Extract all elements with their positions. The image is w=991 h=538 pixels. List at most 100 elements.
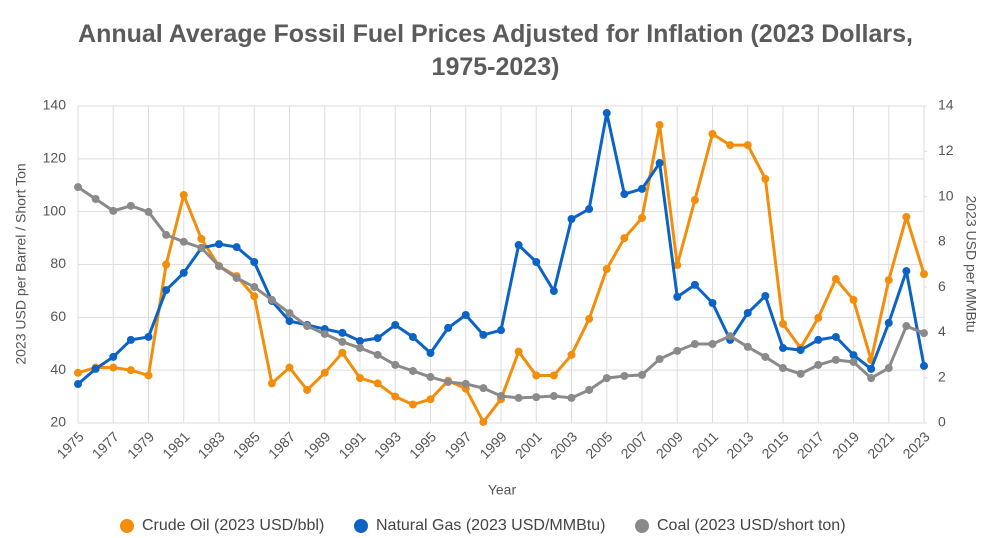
- data-point: [549, 371, 558, 380]
- data-point: [408, 400, 417, 409]
- data-point: [743, 141, 752, 150]
- data-point: [920, 361, 928, 370]
- data-point: [708, 130, 717, 139]
- data-point: [426, 395, 435, 404]
- x-tick-label: 2023: [899, 428, 932, 461]
- data-point: [144, 207, 153, 216]
- data-point: [602, 374, 611, 383]
- data-point: [497, 326, 505, 335]
- x-tick-label: 1977: [89, 428, 122, 461]
- y-tick-label: 140: [43, 97, 67, 113]
- data-point: [197, 243, 206, 252]
- x-tick-label: 1975: [53, 428, 86, 461]
- data-point: [602, 109, 611, 118]
- data-point: [884, 318, 893, 327]
- data-point: [391, 392, 400, 401]
- chart-title: Annual Average Fossil Fuel Prices Adjust…: [78, 20, 913, 81]
- data-point: [849, 357, 858, 366]
- legend-marker: [120, 519, 134, 533]
- data-point: [514, 347, 523, 356]
- data-point: [373, 334, 382, 343]
- data-point: [320, 368, 329, 377]
- data-point: [162, 230, 171, 239]
- data-point: [74, 183, 82, 192]
- data-point: [620, 371, 629, 380]
- data-point: [479, 417, 488, 426]
- data-point: [250, 282, 259, 291]
- data-point: [109, 206, 118, 215]
- data-point: [162, 286, 171, 295]
- data-point: [867, 364, 876, 373]
- data-point: [514, 393, 523, 402]
- data-point: [743, 342, 752, 351]
- x-tick-label: 1987: [265, 428, 298, 461]
- data-point: [620, 234, 629, 243]
- data-point: [391, 320, 400, 329]
- data-point: [902, 322, 911, 331]
- data-point: [549, 392, 558, 401]
- data-point: [761, 291, 770, 300]
- data-point: [849, 295, 858, 304]
- x-tick-label: 2001: [512, 428, 545, 461]
- data-point: [162, 260, 171, 269]
- data-point: [920, 270, 928, 279]
- data-point: [144, 371, 153, 380]
- x-tick-label: 1997: [441, 428, 474, 461]
- data-point: [444, 378, 453, 387]
- data-point: [796, 346, 805, 355]
- data-point: [179, 191, 188, 200]
- data-point: [532, 371, 541, 380]
- legend-item[interactable]: Coal (2023 USD/short ton): [635, 517, 846, 534]
- data-point: [761, 352, 770, 361]
- data-point: [902, 267, 911, 276]
- data-point: [356, 343, 364, 352]
- data-point: [426, 349, 435, 358]
- legend-item[interactable]: Crude Oil (2023 USD/bbl): [120, 517, 324, 534]
- data-point: [74, 380, 82, 389]
- data-point: [814, 360, 823, 369]
- data-point: [408, 366, 417, 375]
- data-point: [708, 298, 717, 307]
- data-point: [585, 314, 594, 323]
- data-point: [91, 364, 100, 373]
- data-point: [444, 323, 453, 332]
- data-point: [884, 364, 893, 373]
- x-tick-label: 1983: [194, 428, 227, 461]
- y-axis-label: 2023 USD per Barrel / Short Ton: [13, 163, 29, 364]
- data-point: [779, 344, 787, 353]
- data-point: [585, 385, 594, 394]
- y2-tick-label: 2: [938, 368, 946, 384]
- x-tick-label: 2015: [758, 428, 791, 461]
- x-tick-label: 1979: [124, 428, 157, 461]
- data-point: [497, 392, 505, 401]
- x-tick-label: 1985: [230, 428, 263, 461]
- y2-tick-label: 8: [938, 233, 946, 249]
- y2-tick-label: 12: [938, 142, 954, 158]
- legend-label: Coal (2023 USD/short ton): [657, 517, 846, 534]
- data-point: [690, 280, 699, 289]
- data-point: [250, 258, 259, 267]
- y-tick-label: 120: [43, 150, 67, 166]
- x-tick-label: 2011: [689, 428, 722, 461]
- data-point: [849, 351, 858, 360]
- data-point: [831, 355, 840, 364]
- x-tick-label: 2009: [653, 428, 686, 461]
- data-point: [232, 243, 241, 252]
- data-point: [126, 201, 135, 210]
- x-tick-label: 2007: [617, 428, 650, 461]
- data-point: [126, 366, 135, 375]
- data-point: [831, 275, 840, 284]
- data-point: [655, 355, 664, 364]
- legend-item[interactable]: Natural Gas (2023 USD/MMBtu): [354, 517, 605, 534]
- data-point: [867, 374, 876, 383]
- data-point: [567, 214, 576, 223]
- x-axis-label: Year: [488, 482, 517, 498]
- data-point: [585, 205, 594, 214]
- data-point: [285, 363, 294, 372]
- y-tick-label: 100: [43, 202, 67, 218]
- x-tick-label: 2019: [829, 428, 862, 461]
- data-point: [549, 286, 558, 295]
- data-point: [91, 194, 100, 203]
- data-point: [285, 317, 294, 326]
